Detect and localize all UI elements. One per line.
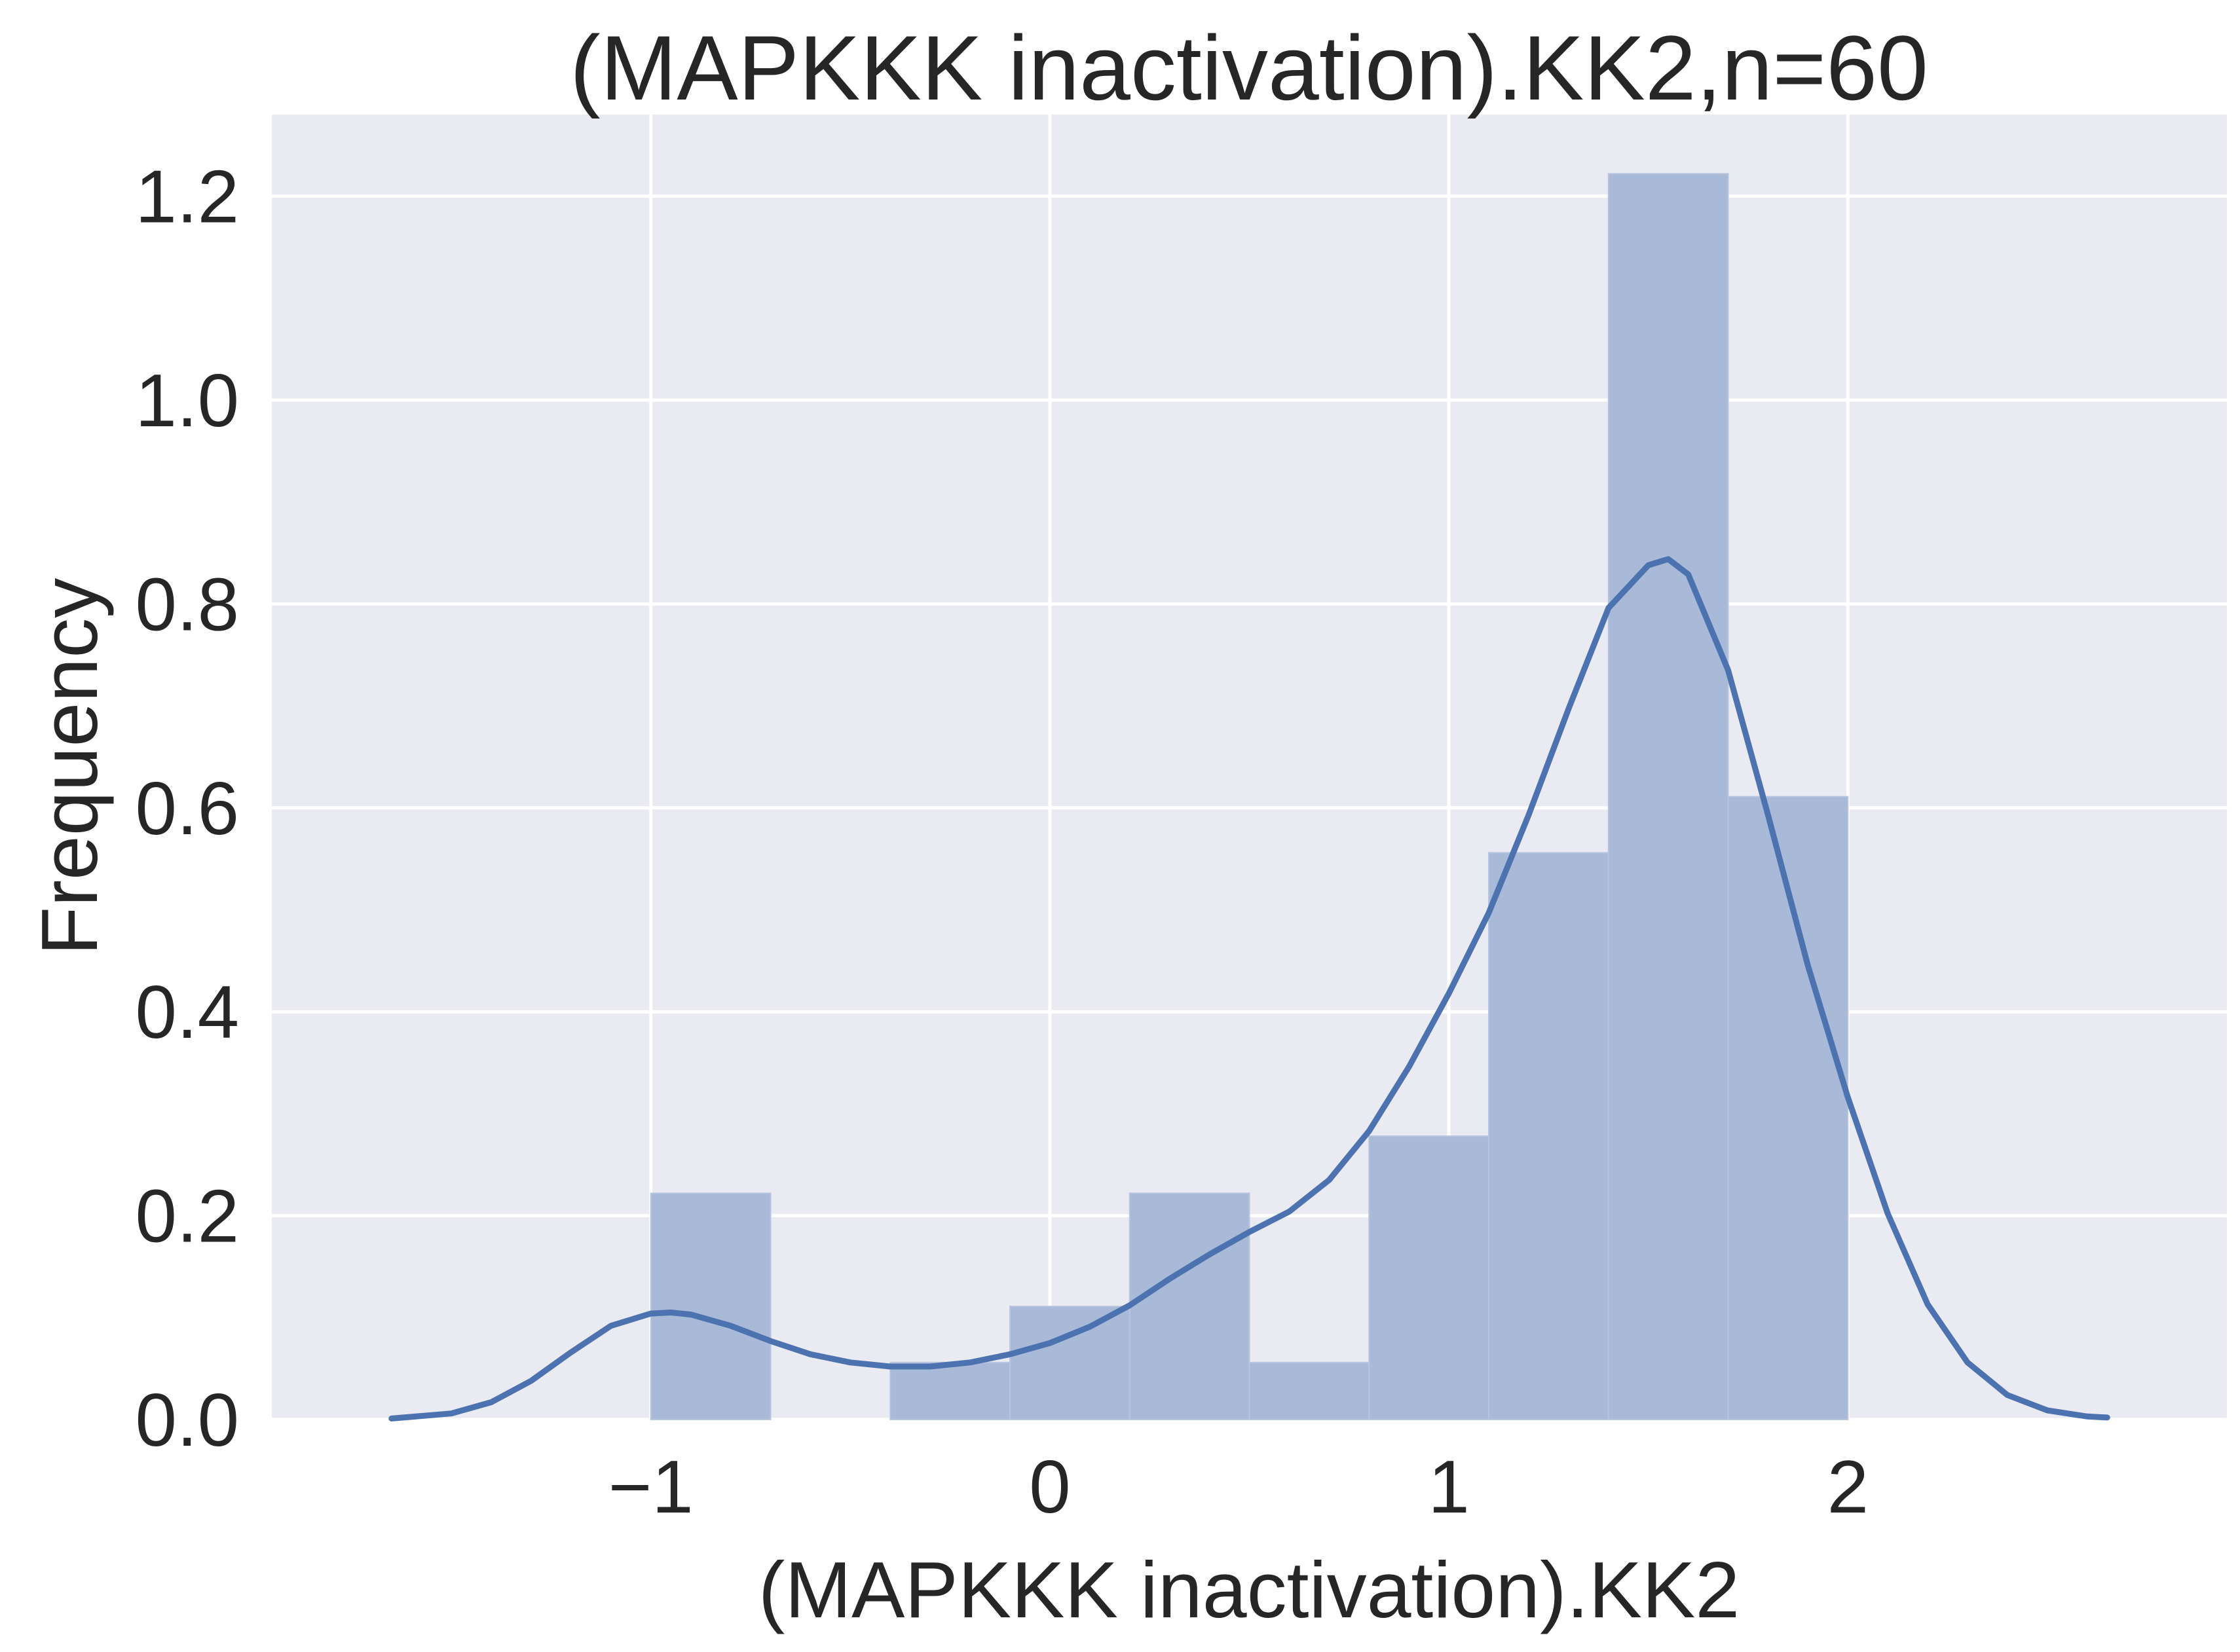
x-tick-label: −1 (608, 1446, 694, 1529)
chart-title: (MAPKKK inactivation).KK2,n=60 (570, 16, 1928, 119)
y-tick-label: 1.2 (136, 156, 239, 239)
x-tick-labels: −1 0 1 2 (608, 1446, 1869, 1529)
y-tick-labels: 0.0 0.2 0.4 0.6 0.8 1.0 1.2 (136, 156, 239, 1462)
x-tick-label: 2 (1827, 1446, 1869, 1529)
y-tick-label: 0.2 (136, 1175, 239, 1258)
histogram-bar (889, 1361, 1011, 1420)
histogram-bar (1488, 852, 1609, 1420)
histogram-bar (1129, 1192, 1250, 1421)
histogram-bar (1009, 1306, 1130, 1421)
histogram-bar (1607, 173, 1729, 1420)
x-tick-label: 0 (1029, 1446, 1070, 1529)
histogram-bars (650, 173, 1849, 1421)
kde-curve (388, 556, 2110, 1422)
y-tick-label: 0.8 (136, 563, 239, 646)
x-tick-label: 1 (1428, 1446, 1469, 1529)
grid-lines (272, 115, 2227, 1422)
y-tick-label: 0.6 (136, 767, 239, 851)
histogram-bar (1368, 1135, 1490, 1420)
y-axis-label: Frequency (25, 578, 114, 955)
histogram-bar (650, 1192, 772, 1421)
y-tick-label: 0.0 (136, 1379, 239, 1462)
x-axis-label: (MAPKKK inactivation).KK2 (758, 1545, 1740, 1634)
histogram-bar (1248, 1361, 1370, 1420)
y-tick-label: 1.0 (136, 359, 239, 443)
y-tick-label: 0.4 (136, 971, 239, 1054)
